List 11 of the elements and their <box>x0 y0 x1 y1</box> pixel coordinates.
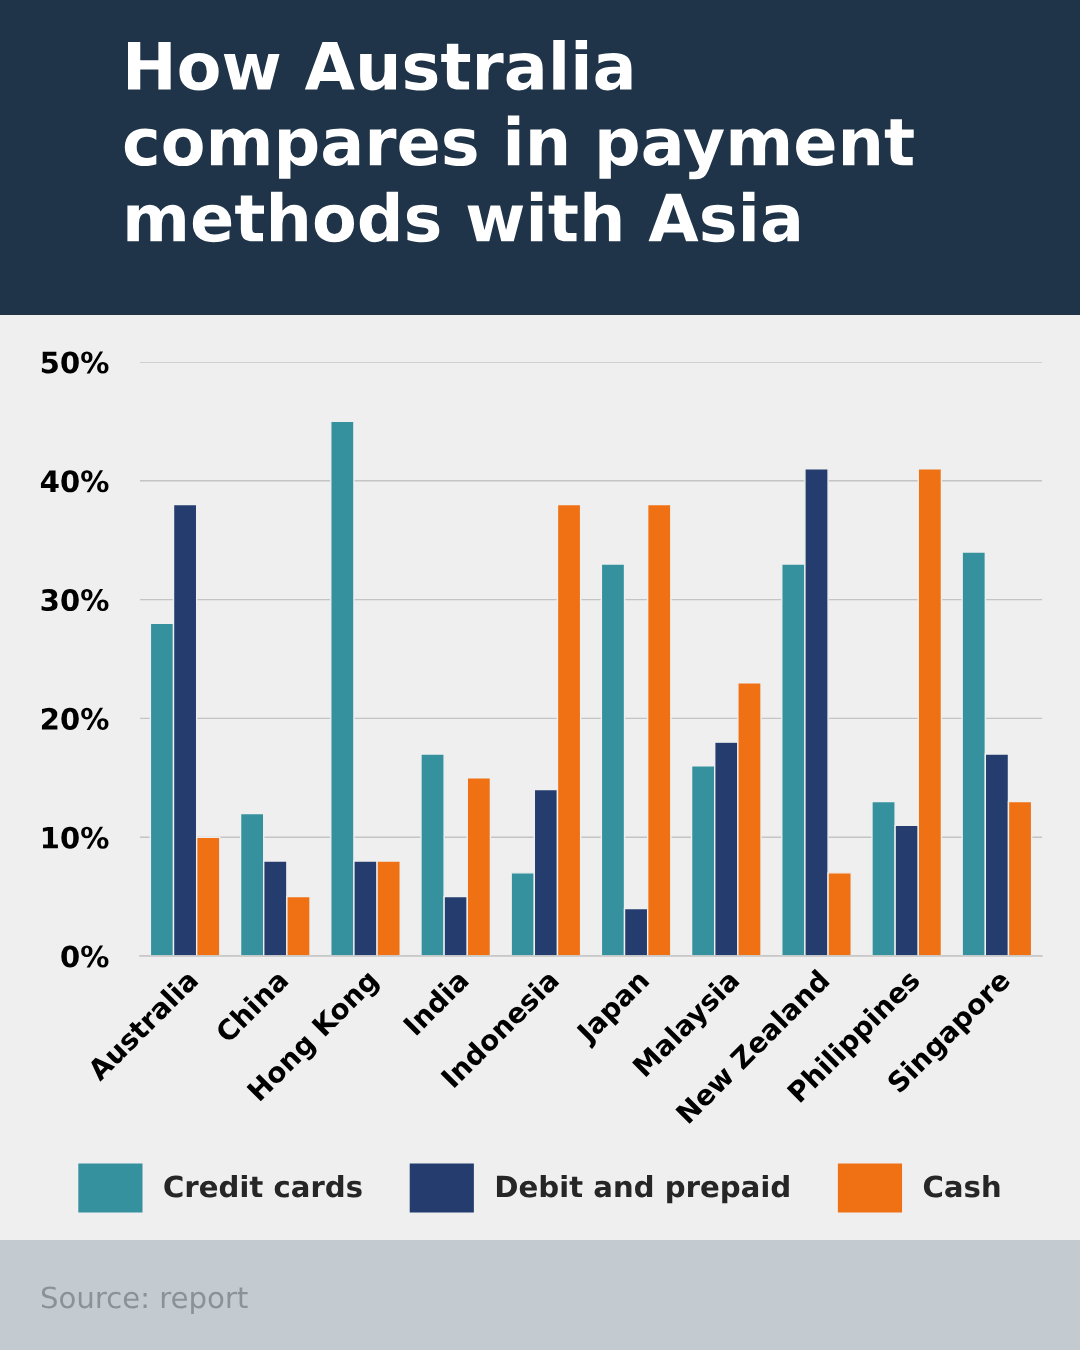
y-tick-label: 30% <box>41 589 109 612</box>
legend-label: Debit and prepaid <box>496 1174 789 1204</box>
y-tick-label: 40% <box>40 470 109 493</box>
y-tick-label: 20% <box>41 707 109 730</box>
legend-label: Cash <box>923 1174 1000 1198</box>
legend-label: Credit cards <box>164 1174 362 1198</box>
chart-title: How Australia compares in payment methods with Asia <box>124 40 914 243</box>
y-tick-label: 0% <box>61 945 109 968</box>
y-tick-label: 50% <box>41 351 109 374</box>
source-note: Source: report <box>41 1286 248 1315</box>
y-tick-label: 10% <box>42 826 109 849</box>
